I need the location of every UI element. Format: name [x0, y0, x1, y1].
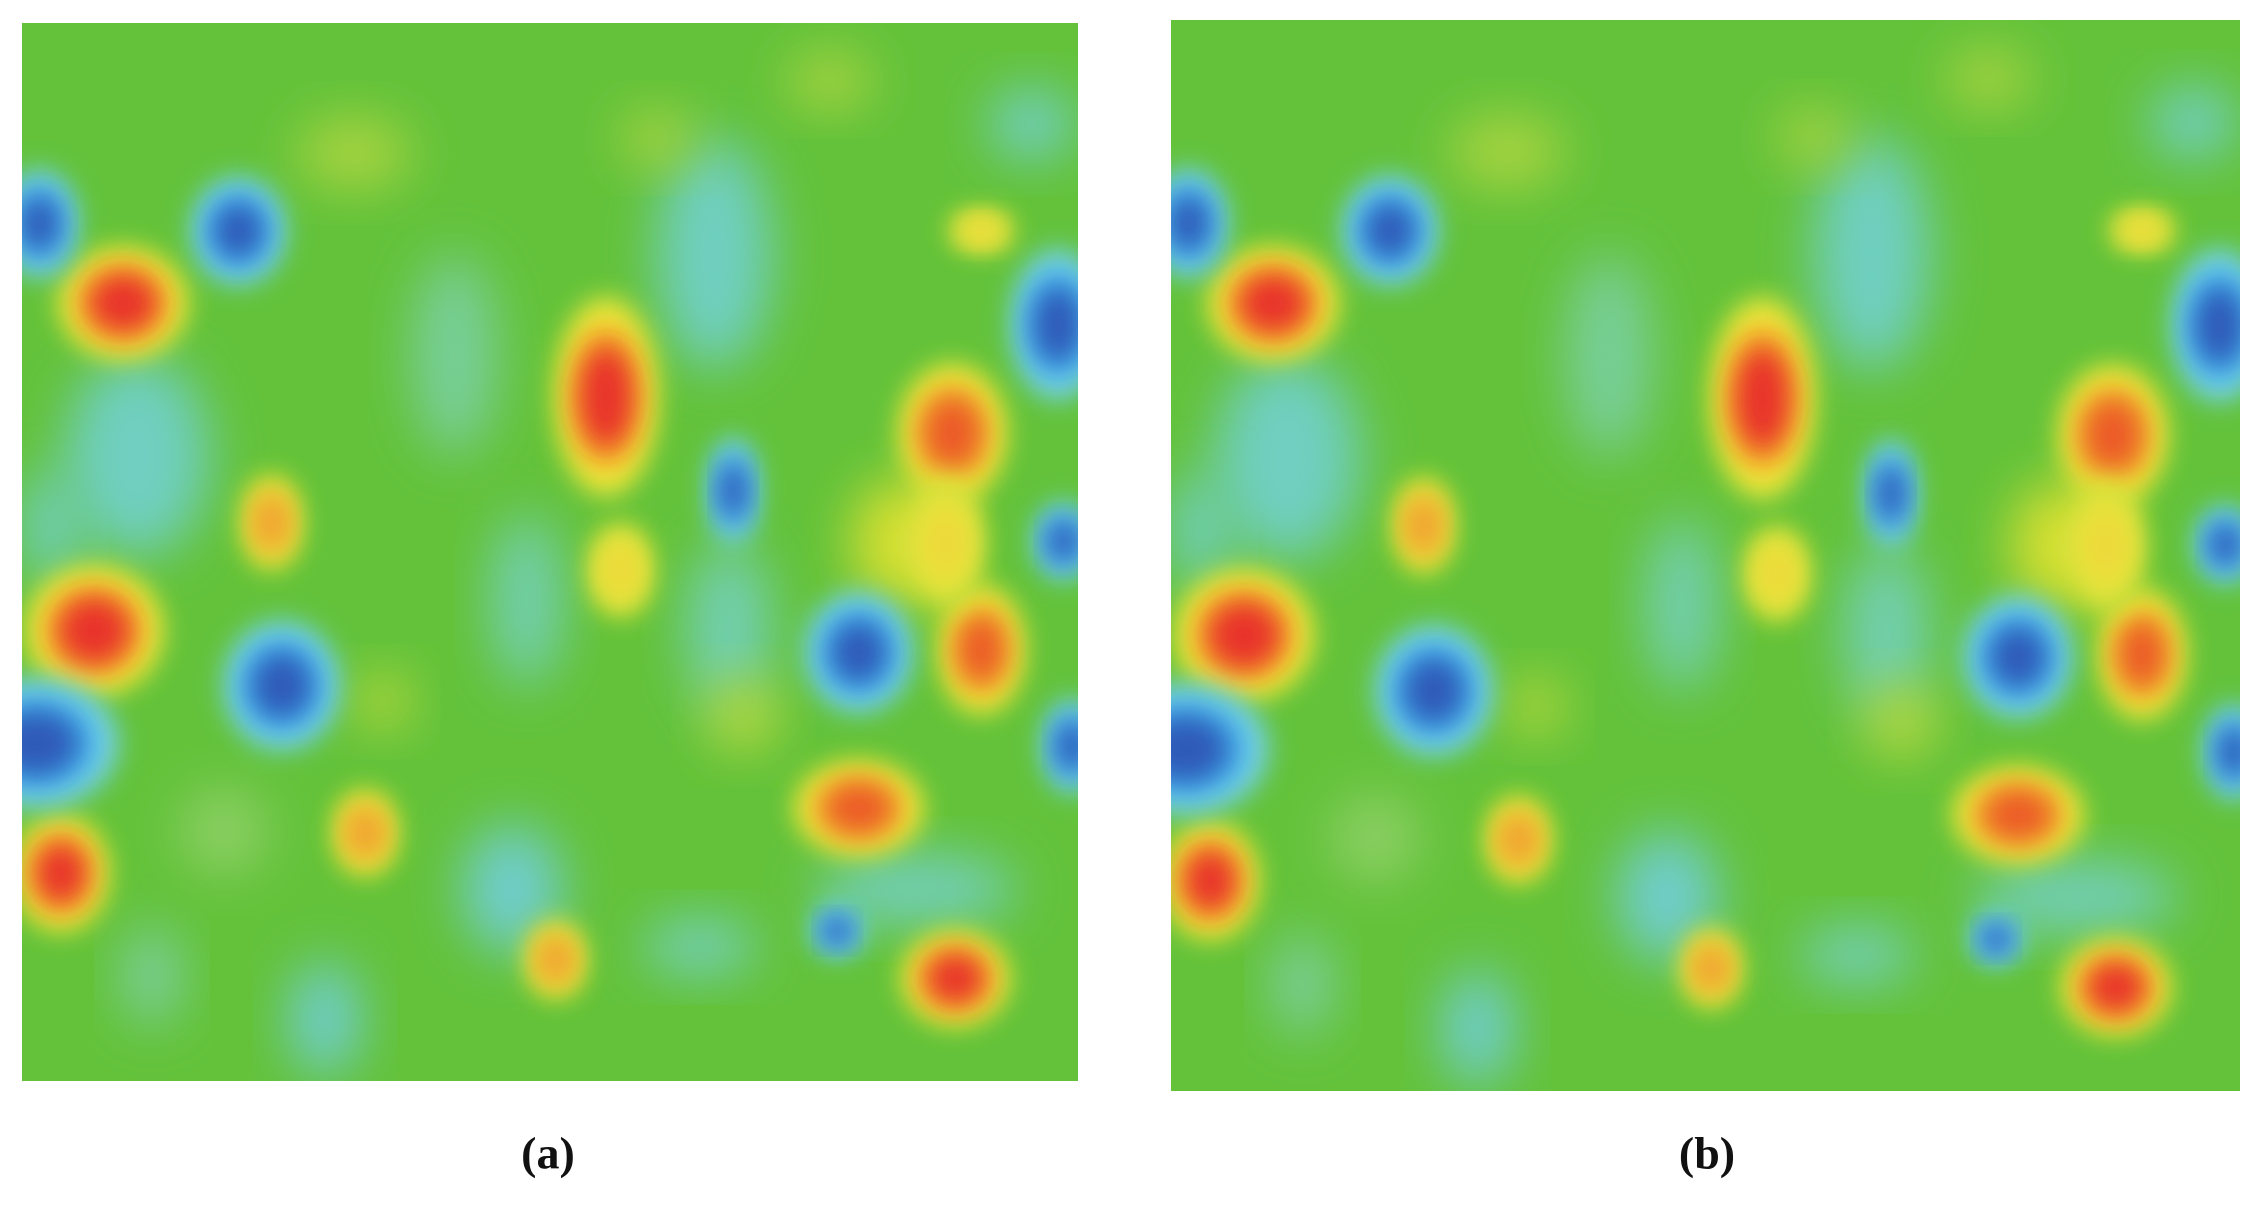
- panel-caption: (a): [521, 1128, 575, 1179]
- panel-caption: (b): [1679, 1128, 1735, 1179]
- heatmap-panel-b: [1102, 20, 2262, 1091]
- heatmap-panel-a: [0, 23, 1105, 1081]
